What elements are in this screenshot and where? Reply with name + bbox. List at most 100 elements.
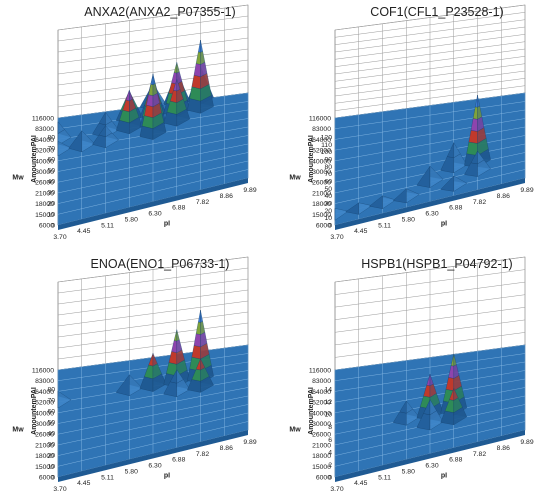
- z-tick-label: 0: [51, 223, 55, 230]
- peak-band: [176, 62, 180, 74]
- x-tick-label: 6.88: [172, 457, 185, 464]
- peak-shadow: [453, 176, 467, 184]
- z-tick-label: 0: [328, 475, 332, 482]
- z-tick-label: 0: [328, 223, 332, 230]
- y-tick-label: 30000: [35, 421, 54, 428]
- peak-shadow: [382, 195, 396, 200]
- z-tick-label: 80: [47, 387, 55, 394]
- z-tick-label: 10: [324, 412, 332, 419]
- peak-shadow: [200, 40, 214, 107]
- y-tick-label: 83000: [35, 126, 54, 133]
- z-tick-label: 30: [324, 201, 332, 208]
- floor-gridline: [57, 126, 249, 161]
- x-axis-label: pI: [164, 473, 170, 480]
- y-tick-label: 64000: [312, 389, 331, 396]
- peak-shadow: [453, 388, 467, 417]
- peak-shadow: [200, 358, 214, 386]
- y-tick-label: 40000: [35, 410, 54, 417]
- floor-gridline: [334, 353, 526, 381]
- y-tick-label: 6000: [316, 475, 331, 482]
- peak-band: [176, 369, 184, 384]
- x-tick-label: 9.89: [520, 187, 533, 194]
- peak-shadow: [453, 142, 467, 165]
- chart-panel-1: 0 10 20 30 40 50 60 70 80 AmountemPAI 6000 15000 180…: [12, 4, 257, 241]
- x-tick-label: 5.80: [402, 216, 415, 223]
- z-tick-label: 30: [47, 442, 55, 449]
- y-tick-label: 30000: [312, 421, 331, 428]
- y-tick-label: 30000: [35, 169, 54, 176]
- peak-shadow: [477, 95, 491, 160]
- y-tick-label: 15000: [312, 464, 331, 471]
- floor-gridline: [57, 160, 249, 204]
- y-tick-label: 64000: [35, 137, 54, 144]
- peak-band: [152, 353, 158, 367]
- peak-shadow: [176, 79, 190, 119]
- x-tick-label: 9.89: [520, 439, 533, 446]
- y-tick-label: 18000: [312, 201, 331, 208]
- y-tick-label: 83000: [35, 378, 54, 385]
- peak-band: [57, 390, 72, 409]
- y-tick-label: 64000: [312, 137, 331, 144]
- y-tick-label: 83000: [312, 378, 331, 385]
- peak-band: [477, 95, 480, 108]
- peak-shadow: [58, 141, 72, 148]
- z-tick-label: 60: [47, 409, 55, 416]
- x-tick-label: 7.82: [196, 451, 209, 458]
- z-tick-label: 2: [328, 462, 332, 469]
- y-tick-label: 15000: [312, 212, 331, 219]
- peak-band: [382, 195, 396, 209]
- peak-band: [176, 329, 180, 342]
- x-tick-label: 4.45: [354, 480, 367, 487]
- x-axis-label: pI: [164, 221, 170, 228]
- floor-gridline: [334, 118, 526, 151]
- floor-gridline: [334, 421, 526, 467]
- peak-shadow: [358, 202, 372, 206]
- peak-band: [406, 400, 414, 414]
- peak-band: [429, 374, 434, 387]
- y-tick-label: 40000: [312, 158, 331, 165]
- peak-shadow: [176, 329, 190, 381]
- z-tick-label: 10: [47, 212, 55, 219]
- z-tick-label: 50: [324, 186, 332, 193]
- x-tick-label: 3.70: [53, 234, 66, 241]
- y-tick-label: 40000: [312, 410, 331, 417]
- x-tick-label: 5.80: [125, 216, 138, 223]
- x-tick-label: 8.86: [220, 445, 233, 452]
- peak-shadow: [153, 353, 167, 385]
- y-tick-label: 6000: [39, 223, 54, 230]
- surface-front-edge: [58, 430, 248, 482]
- peak-shadow: [453, 353, 467, 408]
- z-tick-label: 30: [47, 190, 55, 197]
- peak-shadow: [105, 125, 119, 140]
- z-tick-label: 120: [321, 135, 333, 142]
- z-tick-label: 110: [321, 142, 332, 149]
- peak-band: [129, 374, 143, 396]
- peak-band: [57, 121, 65, 134]
- x-tick-label: 5.11: [378, 222, 391, 229]
- peak-shadow: [430, 166, 444, 180]
- peak-band: [358, 202, 373, 215]
- floor-gridline: [334, 109, 526, 140]
- peak-band: [429, 399, 437, 416]
- z-tick-label: 4: [328, 449, 332, 456]
- surface-front-edge: [58, 178, 248, 230]
- y-tick-label: 6000: [39, 475, 54, 482]
- z-tick-label: 8: [328, 424, 332, 431]
- y-tick-label: 40000: [35, 158, 54, 165]
- z-tick-label: 60: [324, 179, 332, 186]
- x-tick-label: 7.82: [196, 199, 209, 206]
- y-tick-label: 26000: [312, 432, 331, 439]
- z-axis-label: AmountemPAI: [31, 387, 38, 435]
- floor-gridline: [57, 152, 249, 194]
- x-axis-label: pI: [441, 221, 447, 228]
- y-tick-label: 18000: [312, 453, 331, 460]
- z-tick-label: 70: [47, 398, 55, 405]
- chart-title: HSPB1(HSPB1_P04792-1): [361, 257, 512, 271]
- y-tick-label: 52000: [35, 148, 54, 155]
- y-tick-label: 21000: [35, 190, 54, 197]
- z-tick-label: 50: [47, 420, 55, 427]
- z-tick-label: 10: [324, 215, 332, 222]
- z-tick-label: 0: [51, 475, 55, 482]
- peak-shadow: [153, 73, 167, 133]
